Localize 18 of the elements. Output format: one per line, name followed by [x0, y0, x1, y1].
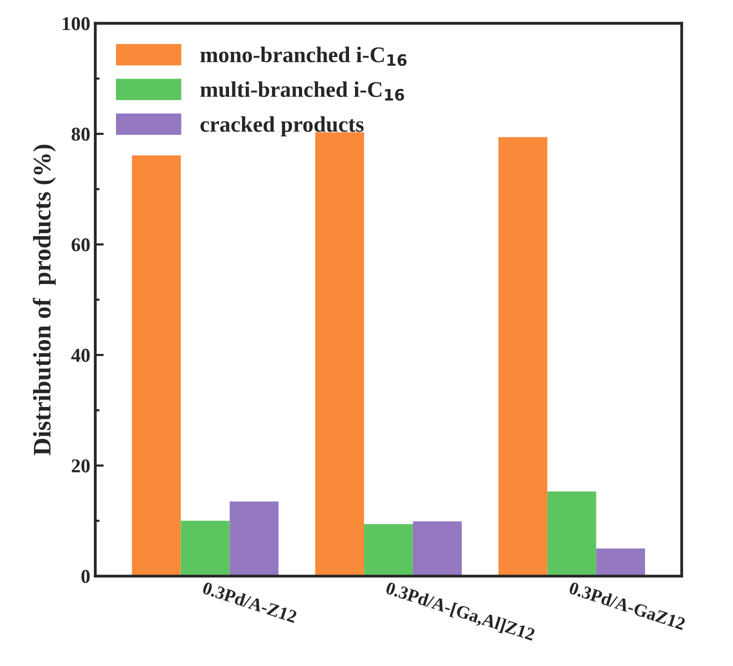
y-tick-label: 40: [71, 348, 90, 362]
y-tick-label: 20: [72, 459, 90, 472]
legend-label: mono-branched i-C$_{16}$: [200, 46, 407, 66]
y-tick-label: 0: [81, 570, 90, 584]
legend-label: cracked products: [200, 116, 364, 136]
legend-label: multi-branched i-C$_{16}$: [200, 81, 404, 101]
bar: [230, 501, 279, 576]
bar: [132, 155, 181, 576]
y-tick-label: 100: [62, 17, 90, 30]
y-tick-label: 80: [72, 128, 90, 141]
bar: [364, 524, 413, 576]
bar: [180, 520, 230, 576]
bar: [412, 521, 462, 576]
bar: [498, 137, 548, 576]
bar: [596, 548, 646, 576]
bar: [547, 492, 596, 576]
y-axis-title: Distribution of products (%): [32, 144, 56, 456]
y-tick-label: 60: [72, 238, 90, 252]
